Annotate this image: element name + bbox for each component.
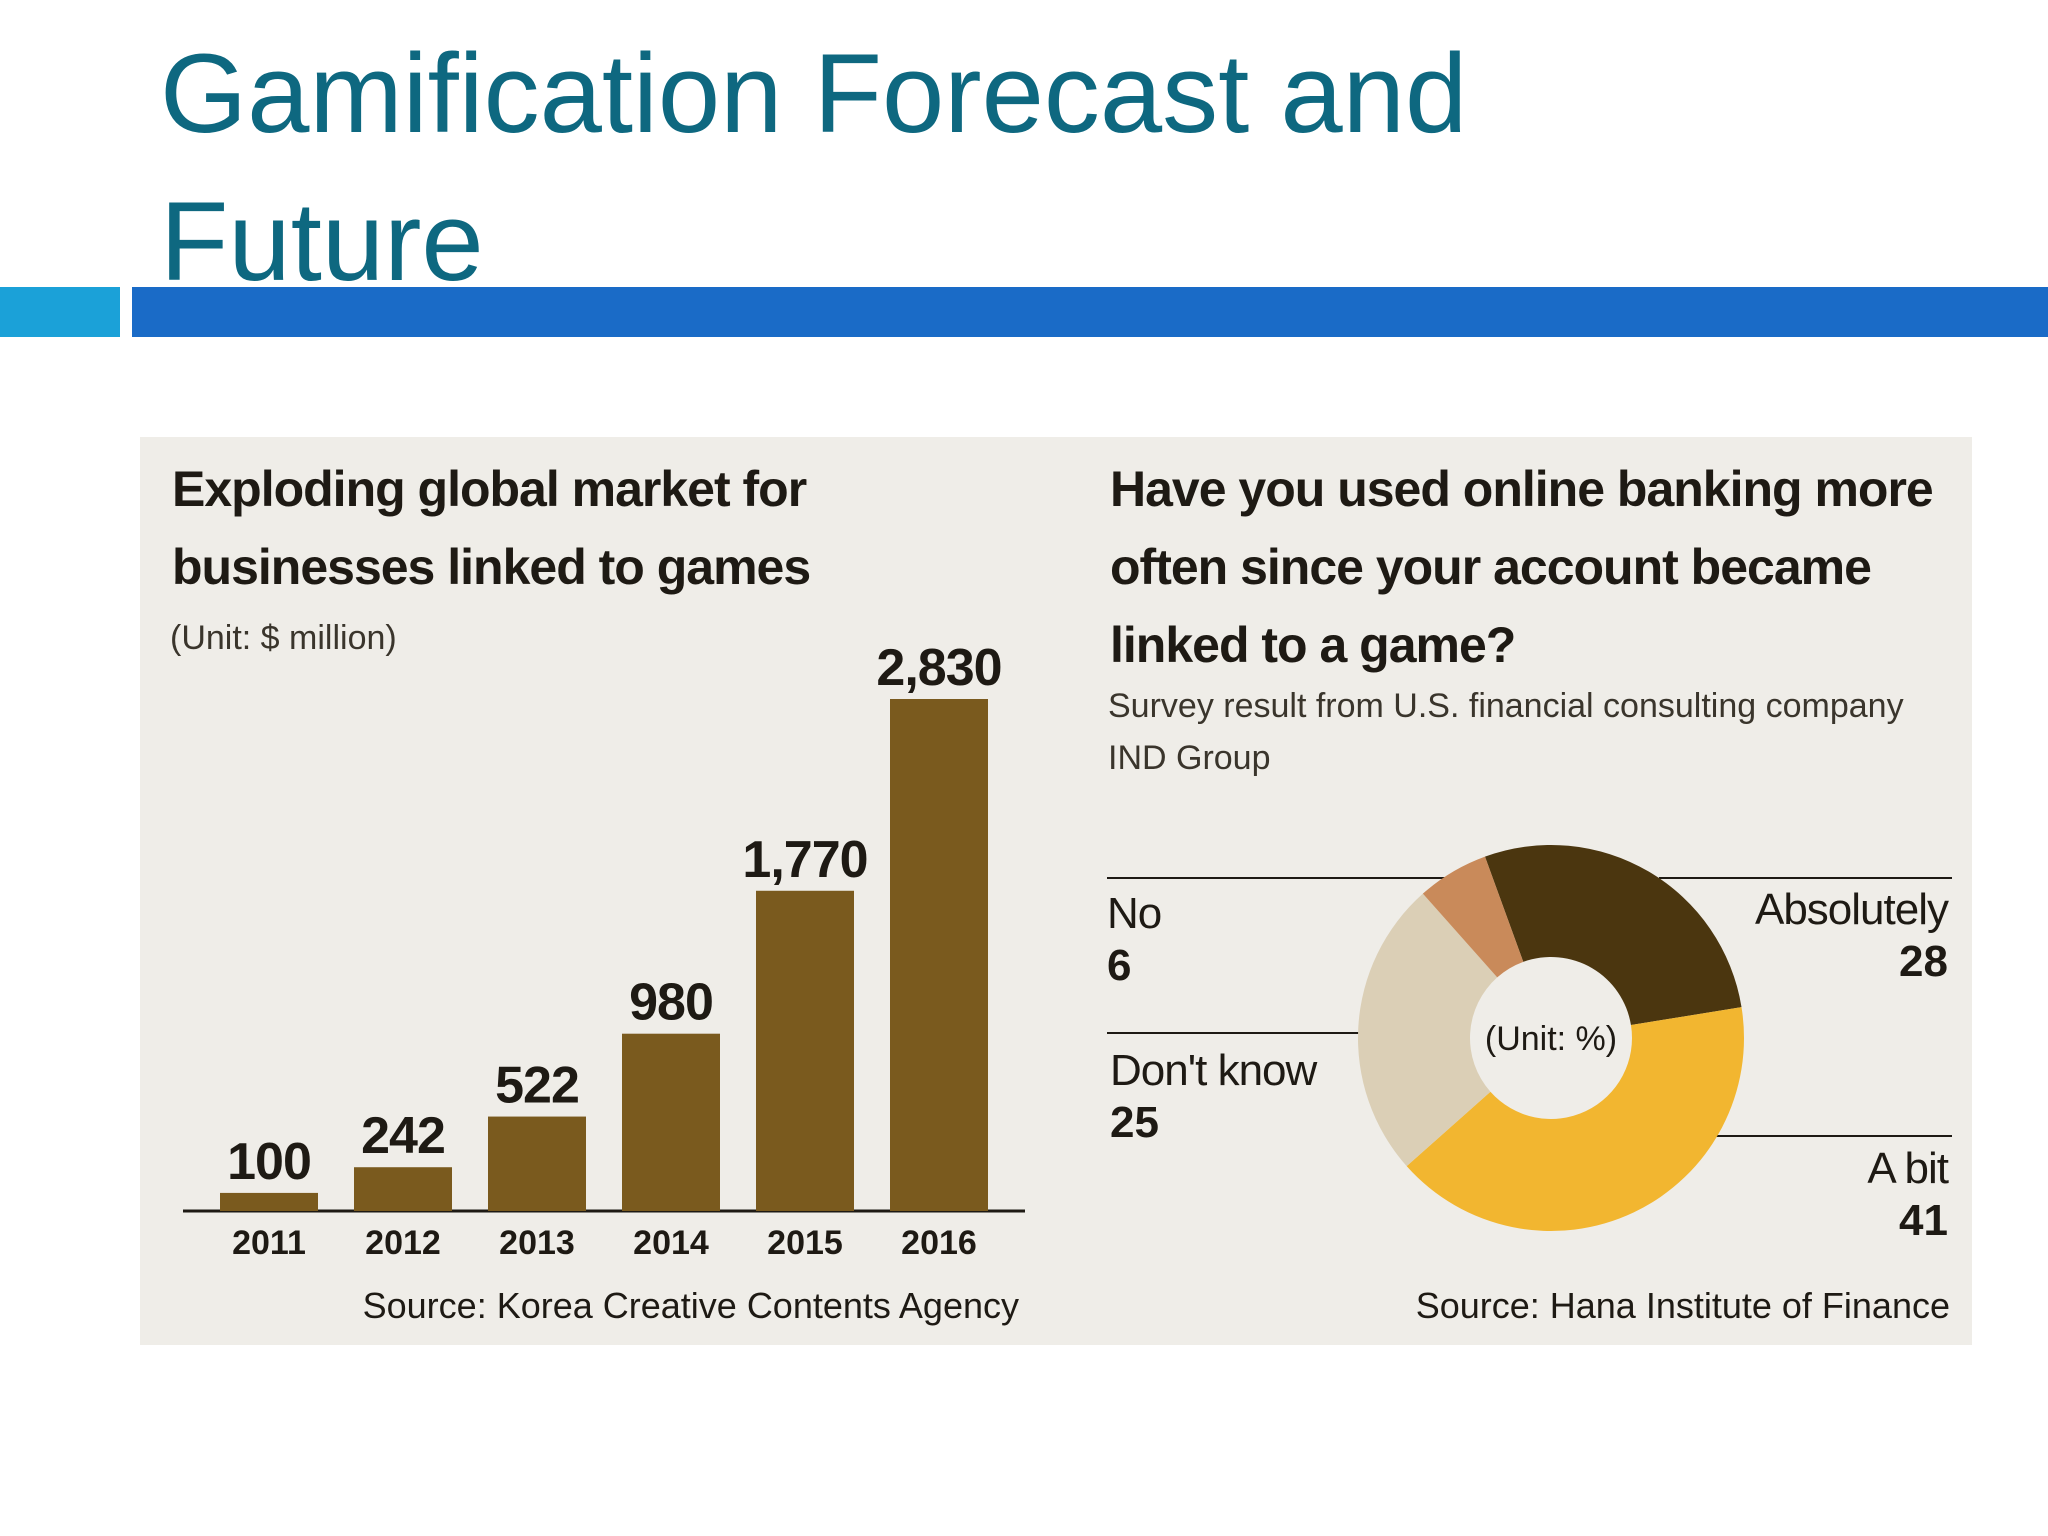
slice-label: A bit bbox=[1867, 1144, 1948, 1193]
source: Source: Hana Institute of Finance bbox=[1416, 1285, 1950, 1326]
center-label: (Unit: %) bbox=[1485, 1020, 1617, 1058]
x-tick-label: 2012 bbox=[365, 1224, 441, 1262]
donut-slice bbox=[1357, 893, 1498, 1167]
x-tick-label: 2014 bbox=[633, 1224, 709, 1262]
header-bar bbox=[132, 287, 2048, 337]
bar bbox=[756, 890, 854, 1211]
slice-value: 25 bbox=[1110, 1098, 1159, 1147]
pie-chart-title: Have you used online banking more often … bbox=[1110, 461, 1934, 673]
value-label: 242 bbox=[361, 1107, 445, 1165]
slice-label: No bbox=[1107, 889, 1161, 938]
pie-chart-subtitle: Survey result from U.S. financial consul… bbox=[1108, 687, 1904, 777]
bar-chart-subtitle: (Unit: $ million) bbox=[170, 619, 397, 657]
donut-slice bbox=[1406, 1007, 1745, 1232]
bar bbox=[622, 1033, 720, 1211]
value-label: 522 bbox=[495, 1057, 579, 1115]
bar bbox=[890, 699, 988, 1211]
x-tick-label: 2011 bbox=[232, 1224, 306, 1262]
x-tick-label: 2015 bbox=[767, 1224, 843, 1262]
slice-value: 6 bbox=[1107, 941, 1131, 990]
x-tick-label: 2013 bbox=[499, 1224, 575, 1262]
bar bbox=[220, 1192, 318, 1211]
slide-title: Gamification Forecast and Future bbox=[160, 31, 1468, 304]
source: Source: Korea Creative Contents Agency bbox=[363, 1285, 1019, 1326]
bar bbox=[354, 1167, 452, 1211]
value-label: 980 bbox=[629, 974, 713, 1032]
value-label: 2,830 bbox=[876, 639, 1001, 697]
slice-value: 28 bbox=[1899, 937, 1948, 986]
bar bbox=[488, 1116, 586, 1211]
bar-chart-title: Exploding global market for businesses l… bbox=[172, 461, 811, 595]
value-label: 100 bbox=[227, 1133, 311, 1191]
slice-value: 41 bbox=[1899, 1196, 1948, 1245]
accent-bar bbox=[0, 287, 120, 337]
value-label: 1,770 bbox=[742, 831, 867, 889]
slice-label: Absolutely bbox=[1755, 885, 1949, 934]
x-tick-label: 2016 bbox=[901, 1224, 977, 1262]
donut-slice bbox=[1484, 844, 1742, 1026]
slice-label: Don't know bbox=[1110, 1046, 1318, 1095]
donut-slice bbox=[1422, 856, 1524, 978]
